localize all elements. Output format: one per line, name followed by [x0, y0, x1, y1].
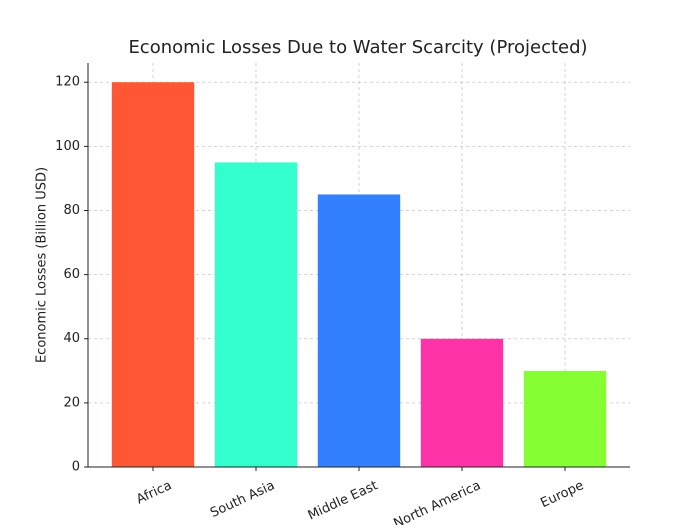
y-tick-label: 0	[72, 460, 80, 475]
y-tick-label: 60	[63, 267, 80, 282]
bar	[523, 370, 607, 467]
chart-title: Economic Losses Due to Water Scarcity (P…	[128, 37, 587, 58]
bar	[214, 162, 298, 467]
y-tick-label: 40	[63, 331, 80, 346]
y-tick-label: 100	[55, 139, 80, 154]
bar	[420, 338, 504, 467]
y-tick-label: 20	[63, 395, 80, 410]
bars	[111, 82, 607, 467]
y-tick-label: 120	[55, 75, 80, 90]
bar	[317, 194, 401, 467]
x-tick-label: North America	[392, 478, 484, 525]
y-tick-label: 80	[63, 203, 80, 218]
bar	[111, 82, 195, 467]
x-tick-label: South Asia	[208, 478, 277, 521]
x-tick-label: Middle East	[306, 478, 380, 523]
y-axis-label: Economic Losses (Billion USD)	[35, 167, 50, 363]
x-tick-label: Africa	[134, 478, 174, 507]
x-tick-label: Europe	[538, 478, 586, 511]
